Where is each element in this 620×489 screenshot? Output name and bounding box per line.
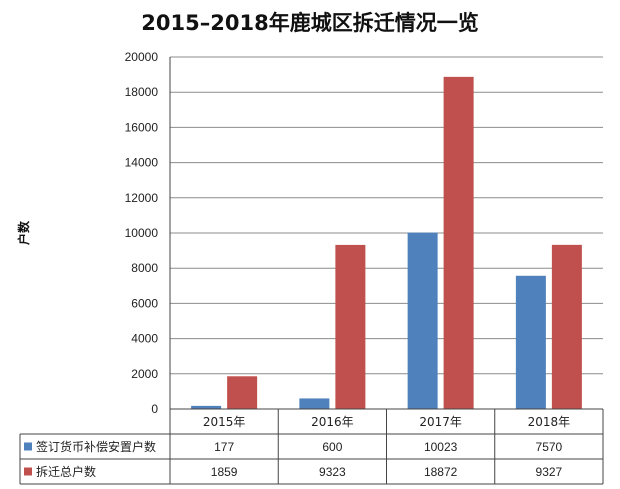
x-tick-label: 2018年 (528, 415, 571, 429)
data-label: 177 (214, 440, 234, 454)
y-axis-label: 户数 (16, 220, 31, 245)
y-tick-label: 20000 (125, 50, 159, 64)
gridlines (170, 56, 603, 375)
y-tick-label: 8000 (131, 261, 158, 275)
bar-total-2 (443, 76, 474, 410)
legend-swatch (24, 442, 32, 451)
y-tick-label: 2000 (131, 367, 158, 381)
x-tick-label: 2015年 (203, 415, 246, 429)
bar-compensation-1 (299, 398, 330, 409)
data-label: 10023 (424, 440, 458, 454)
y-tick-label: 18000 (125, 85, 159, 99)
data-label: 1859 (211, 465, 238, 479)
y-tick-label: 0 (151, 402, 158, 416)
y-axis-ticks: 0 2000 4000 6000 8000 10000 12000 14000 16000 180… (125, 50, 159, 416)
y-tick-label: 6000 (131, 296, 158, 310)
bars (191, 76, 582, 410)
chart-title: 2015–2018年鹿城区拆迁情况一览 (141, 11, 478, 35)
data-label: 7570 (536, 440, 563, 454)
bar-compensation-2 (407, 232, 438, 409)
x-tick-label: 2017年 (419, 415, 462, 429)
legend-label: 签订货币补偿安置户数 (36, 439, 156, 454)
legend-label: 拆迁总户数 (36, 464, 96, 479)
bar-total-1 (335, 244, 366, 409)
y-tick-label: 10000 (125, 226, 159, 240)
bar-total-0 (227, 376, 258, 409)
data-label: 600 (322, 440, 342, 454)
bar-total-3 (551, 244, 582, 409)
y-tick-label: 12000 (125, 191, 159, 205)
legend-swatch (24, 467, 32, 476)
y-tick-label: 4000 (131, 332, 158, 346)
y-tick-label: 16000 (125, 120, 159, 134)
bar-compensation-3 (515, 275, 546, 409)
data-label: 9327 (536, 465, 563, 479)
bar-compensation-0 (191, 405, 222, 409)
data-label: 18872 (424, 465, 458, 479)
x-tick-label: 2016年 (311, 415, 354, 429)
data-label: 9323 (319, 465, 346, 479)
y-tick-label: 14000 (125, 156, 159, 170)
